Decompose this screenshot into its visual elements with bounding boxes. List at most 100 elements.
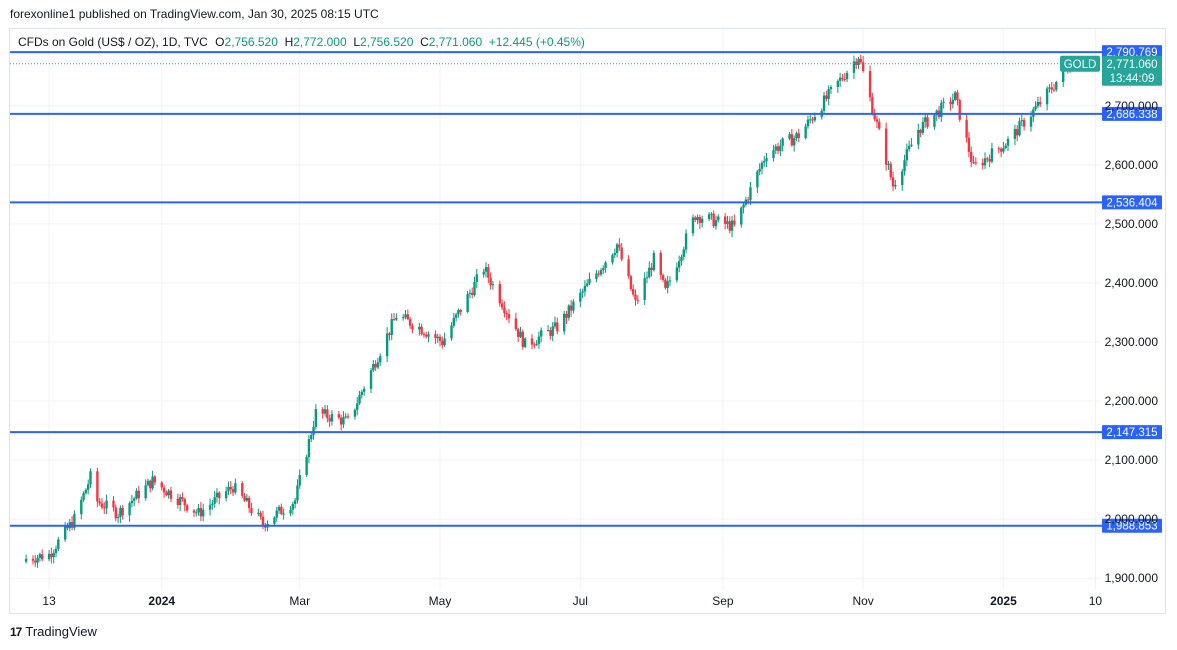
candle-body (746, 199, 750, 201)
candle-body (712, 213, 715, 227)
candle-body (857, 58, 860, 66)
candle-body (988, 158, 991, 162)
y-tick-label: 2,100.000 (1105, 453, 1159, 467)
candle-body (535, 343, 538, 345)
candle (84, 488, 88, 495)
countdown-label: 13:44:09 (1110, 73, 1155, 85)
candle-body (310, 435, 313, 440)
candle (958, 98, 961, 122)
candle (949, 97, 952, 111)
candle-body (852, 61, 856, 73)
candle-body (257, 512, 260, 514)
candle (1052, 83, 1056, 93)
candle (806, 115, 810, 129)
candle-body (438, 336, 442, 341)
candle (282, 508, 285, 520)
candle-body (553, 322, 557, 327)
candle (489, 272, 492, 290)
candle (859, 54, 863, 65)
candle-body (63, 525, 67, 540)
candle-body (291, 503, 295, 510)
candle-body (298, 475, 301, 486)
level-label-bg (1102, 45, 1162, 60)
candle-body (698, 217, 702, 223)
candle (280, 503, 283, 516)
candle (130, 494, 134, 508)
candle (323, 404, 327, 417)
candle-body (822, 95, 826, 111)
candle (533, 342, 536, 349)
publish-header: forexonline1 published on TradingView.co… (10, 7, 379, 21)
candle-body (723, 216, 727, 224)
candle (843, 73, 846, 82)
candle-body (314, 409, 318, 427)
last-price-label: 2,771.060 (1106, 59, 1157, 71)
candle (523, 337, 527, 349)
grid (10, 29, 1100, 590)
candle (374, 360, 377, 372)
candle (1020, 114, 1024, 127)
candle-body (919, 129, 922, 133)
candle (974, 157, 978, 166)
level-label-bg (1102, 518, 1162, 533)
chart-frame (9, 28, 1166, 614)
candle-body (776, 146, 780, 151)
candle (956, 89, 959, 106)
candle-body (215, 492, 219, 498)
symbol-label[interactable]: CFDs on Gold (US$ / OZ), 1D, TVC (18, 35, 208, 49)
candle-body (52, 553, 55, 558)
candle-body (710, 213, 713, 215)
candle (293, 497, 297, 509)
candle (562, 310, 566, 335)
candle (565, 310, 568, 324)
candle (569, 299, 573, 317)
candle (385, 327, 389, 363)
candle-body (958, 100, 961, 120)
candle-body (312, 426, 315, 436)
candle-body (599, 270, 603, 275)
candle-body (128, 503, 131, 516)
candle-body (855, 61, 858, 66)
candle (392, 313, 396, 321)
candle-body (144, 485, 147, 499)
candle-body (452, 317, 456, 326)
candle-body (195, 512, 198, 514)
candle-body (132, 498, 136, 501)
candle (192, 509, 196, 517)
candle (24, 554, 28, 564)
high-value: 2,772.000 (293, 35, 347, 49)
tradingview-branding[interactable]: 17 TradingView (10, 624, 97, 639)
candle-body (983, 158, 987, 166)
candle-body (765, 158, 768, 161)
candle-body (933, 115, 936, 127)
change-value: +12.445 (+0.45%) (488, 35, 585, 49)
candle (740, 206, 743, 228)
candle (666, 275, 669, 294)
candle (629, 274, 633, 291)
candle-body (813, 116, 817, 121)
level-label: 2,686.338 (1106, 109, 1157, 121)
candle (1022, 117, 1026, 131)
candle-body (620, 247, 623, 260)
candle (728, 216, 731, 234)
candle (894, 179, 897, 190)
candle (829, 85, 833, 95)
candle (443, 332, 446, 347)
candle-body (981, 162, 984, 166)
candle (1036, 96, 1040, 109)
candle (884, 122, 888, 171)
candle-body (597, 273, 600, 275)
candle (845, 70, 849, 83)
candle (31, 555, 35, 565)
candle-body (183, 499, 186, 506)
candle-body (259, 512, 262, 517)
candle-body (277, 506, 281, 511)
candle (1002, 141, 1005, 154)
candle (781, 137, 784, 152)
close-value: 2,771.060 (428, 35, 483, 49)
candle-body (450, 325, 453, 339)
candle-body (475, 274, 479, 282)
candle-body (942, 101, 945, 103)
candle (636, 295, 639, 305)
